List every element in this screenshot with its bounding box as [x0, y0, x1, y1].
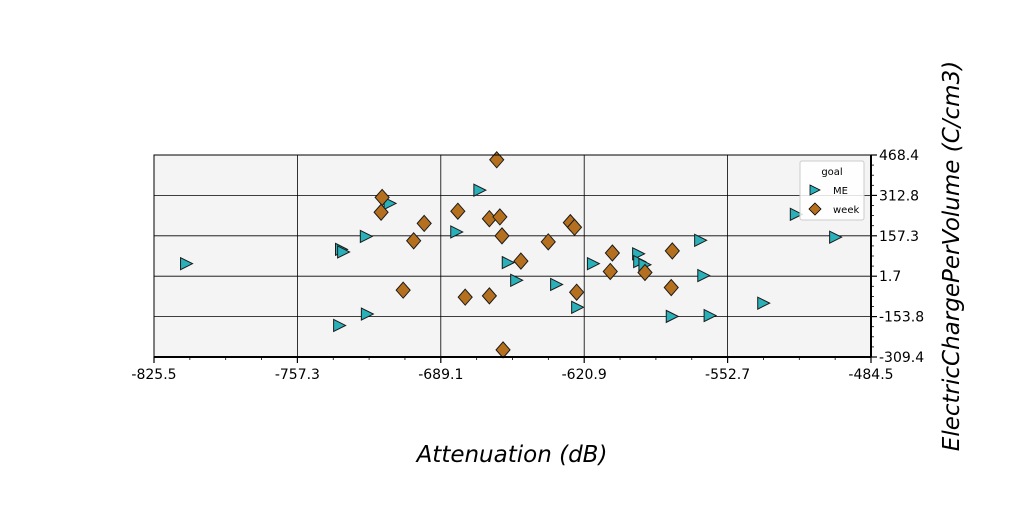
point-week — [492, 208, 508, 226]
point-week — [540, 233, 556, 251]
point-week — [664, 242, 680, 260]
legend-title: goal — [821, 167, 842, 178]
point-me — [829, 230, 843, 244]
point-me — [665, 309, 680, 324]
x-tick-label: -552.7 — [705, 367, 750, 383]
point-week — [406, 232, 422, 250]
x-tick-label: -620.9 — [562, 367, 607, 383]
point-me — [757, 296, 771, 310]
point-week — [637, 263, 653, 282]
point-week — [395, 281, 411, 299]
point-week — [450, 202, 466, 220]
x-tick-label: -757.3 — [275, 367, 320, 383]
y-tick-label: 1.7 — [879, 269, 901, 285]
point-me — [360, 307, 375, 321]
point-me — [789, 207, 804, 222]
legend: goal ME week — [799, 160, 865, 221]
legend-label-week: week — [833, 205, 859, 216]
legend-triangle-icon — [809, 184, 821, 196]
point-me — [359, 229, 374, 244]
point-week — [602, 262, 618, 281]
point-me — [473, 183, 487, 197]
x-tick-label: -825.5 — [131, 367, 176, 383]
point-me — [333, 318, 347, 333]
point-week — [481, 287, 498, 305]
point-week — [494, 227, 510, 245]
point-week — [457, 288, 473, 306]
point-me — [180, 256, 194, 271]
point-me — [697, 268, 711, 283]
point-me — [510, 273, 524, 288]
point-me — [571, 300, 585, 315]
y-tick-label: 312.8 — [879, 188, 919, 204]
legend-label-me: ME — [833, 186, 848, 197]
point-week — [416, 214, 432, 233]
y-tick-label: 157.3 — [879, 229, 919, 245]
point-week — [566, 218, 583, 237]
y-tick-label: -309.4 — [879, 350, 924, 366]
y-tick-label: -153.8 — [879, 310, 924, 326]
plot-area — [154, 155, 871, 357]
point-me — [450, 225, 464, 239]
data-marks — [180, 151, 843, 359]
point-me — [337, 245, 351, 259]
y-tick-label: 468.4 — [879, 148, 919, 164]
point-me — [550, 277, 564, 292]
point-me — [501, 255, 516, 270]
point-week — [604, 244, 621, 262]
x-axis-title: Attenuation (dB) — [415, 442, 608, 468]
point-me — [586, 256, 601, 271]
legend-diamond-icon — [808, 202, 822, 216]
x-tick-label: -484.5 — [848, 367, 893, 383]
y-axis-title: ElectricChargePerVolume (C/cm3) — [939, 61, 965, 451]
point-week — [373, 203, 389, 221]
point-week — [489, 151, 505, 169]
point-week — [568, 283, 585, 301]
point-week — [663, 278, 679, 297]
axis-ticks: -825.5 -757.3 -689.1 -620.9 -552.7 -484.5 468.… — [131, 148, 924, 383]
point-week — [513, 252, 529, 270]
point-me — [694, 233, 708, 248]
x-tick-label: -689.1 — [418, 367, 463, 383]
point-me — [703, 308, 718, 323]
